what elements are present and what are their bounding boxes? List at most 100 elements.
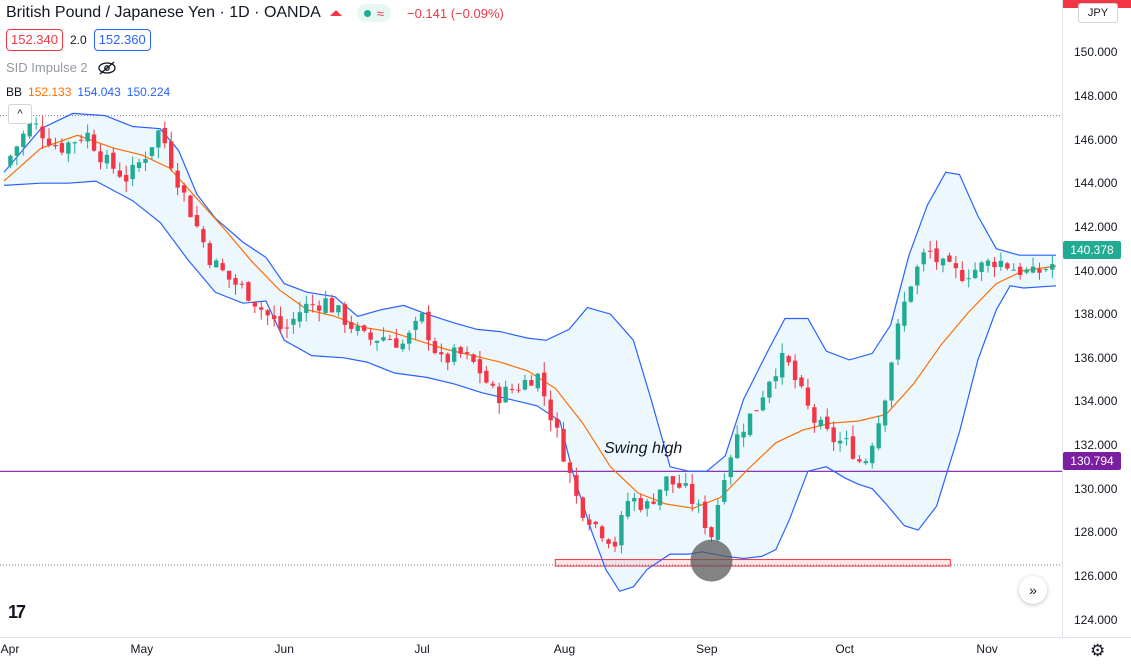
candle-body xyxy=(805,387,811,406)
candle-body xyxy=(233,278,238,285)
level-lines xyxy=(0,115,1062,566)
hidden-eye-icon[interactable] xyxy=(98,61,116,75)
tradingview-logo-icon[interactable]: 17 xyxy=(8,602,26,622)
candle-body xyxy=(599,526,605,539)
candle-body xyxy=(767,381,772,398)
candle-body xyxy=(722,480,727,502)
candle-body xyxy=(702,501,708,529)
candle-body xyxy=(91,134,97,151)
time-tick-label: Nov xyxy=(976,642,998,656)
time-tick-label: Aug xyxy=(553,642,576,656)
candle-body xyxy=(889,362,894,401)
candle-body xyxy=(960,270,965,281)
indicator-bb[interactable]: BB 152.133 154.043 150.224 xyxy=(6,85,170,99)
price-change: −0.141 (−0.09%) xyxy=(406,5,504,21)
marker-layer[interactable] xyxy=(690,539,733,582)
spread-value: 2.0 xyxy=(70,33,87,47)
bb-basis-line xyxy=(3,134,1057,509)
candle-body xyxy=(792,360,798,381)
candle-body xyxy=(445,353,450,363)
candle-body xyxy=(59,143,65,153)
candle-body xyxy=(201,229,206,243)
time-tick-label: Oct xyxy=(835,642,855,656)
candle-body xyxy=(651,501,656,504)
candle-body xyxy=(316,305,322,311)
candle-body xyxy=(554,418,560,428)
candle-body xyxy=(953,263,959,269)
candle-body xyxy=(310,304,315,306)
highlight-circle[interactable] xyxy=(690,539,733,582)
candle-body xyxy=(477,359,483,374)
candle-body xyxy=(342,304,348,325)
candle-body xyxy=(259,307,264,310)
price-tick-label: 150.000 xyxy=(1074,45,1118,60)
collapse-legend-button[interactable]: ^ xyxy=(8,104,32,124)
candle-body xyxy=(355,325,360,331)
candle-body xyxy=(799,377,804,387)
candle-body xyxy=(709,527,714,538)
support-zone[interactable] xyxy=(554,559,951,567)
candle-body xyxy=(985,260,991,266)
candle-body xyxy=(921,252,926,265)
candle-body xyxy=(162,127,167,144)
candle-body xyxy=(123,174,129,182)
candle-body xyxy=(53,145,58,147)
sid-label[interactable]: SID Impulse 2 xyxy=(6,60,88,75)
candle-body xyxy=(175,170,180,188)
candle-body xyxy=(754,410,759,412)
price-axis-border xyxy=(1062,0,1063,637)
bb-lower-line xyxy=(3,180,1057,592)
candle-body xyxy=(728,457,733,478)
candle-body xyxy=(812,407,817,423)
current-price-badge: 140.378 xyxy=(1063,241,1121,259)
candle-body xyxy=(33,123,39,125)
candle-body xyxy=(111,152,116,169)
buy-button[interactable]: 152.360 xyxy=(93,29,151,51)
candle-body xyxy=(1017,266,1023,276)
indicator-sid[interactable]: SID Impulse 2 xyxy=(6,60,116,75)
candle-body xyxy=(831,427,836,443)
candles xyxy=(8,116,1055,554)
flag-icon[interactable] xyxy=(329,10,342,16)
candle-body xyxy=(516,389,521,391)
support-zone-rect[interactable] xyxy=(554,559,951,567)
candle-body xyxy=(323,298,328,313)
bb-label[interactable]: BB xyxy=(6,85,23,99)
bb-upper-value: 154.043 xyxy=(77,85,121,99)
market-status-pill[interactable]: ≈ xyxy=(356,4,391,22)
candle-body xyxy=(181,185,187,193)
candle-body xyxy=(188,195,193,218)
chart-header: British Pound / Japanese Yen · 1D · OAND… xyxy=(6,4,504,22)
gear-icon[interactable]: ⚙ xyxy=(1090,641,1106,660)
candle-body xyxy=(265,310,270,316)
trade-buttons: 152.340 2.0 152.360 xyxy=(6,29,151,51)
price-tick-label: 126.000 xyxy=(1074,568,1118,583)
candle-body xyxy=(413,320,418,330)
sell-button[interactable]: 152.340 xyxy=(6,29,63,51)
bb-middle-value: 152.133 xyxy=(28,85,72,99)
candle-body xyxy=(561,428,566,462)
currency-button[interactable]: JPY xyxy=(1078,3,1118,23)
candle-body xyxy=(14,146,20,156)
swing-high-label[interactable]: Swing high xyxy=(604,440,683,457)
candle-body xyxy=(683,483,688,486)
candle-body xyxy=(587,519,592,525)
price-tick-label: 136.000 xyxy=(1074,350,1118,365)
candle-body xyxy=(271,315,277,320)
bb-lower-value: 150.224 xyxy=(126,85,171,99)
time-tick-label: May xyxy=(130,642,154,656)
hline-price-badge: 130.794 xyxy=(1063,452,1121,470)
candle-body xyxy=(850,436,856,459)
candle-body xyxy=(143,158,148,163)
candle-body xyxy=(593,521,598,525)
candle-body xyxy=(387,338,393,340)
price-tick-label: 144.000 xyxy=(1074,176,1118,191)
symbol-title[interactable]: British Pound / Japanese Yen · 1D · OAND… xyxy=(6,4,321,21)
candle-body xyxy=(149,147,155,156)
candle-body xyxy=(780,352,785,378)
candle-body xyxy=(336,305,341,313)
price-tick-label: 146.000 xyxy=(1074,132,1118,147)
scroll-to-latest-button[interactable]: » xyxy=(1019,576,1047,604)
candle-body xyxy=(220,263,225,271)
